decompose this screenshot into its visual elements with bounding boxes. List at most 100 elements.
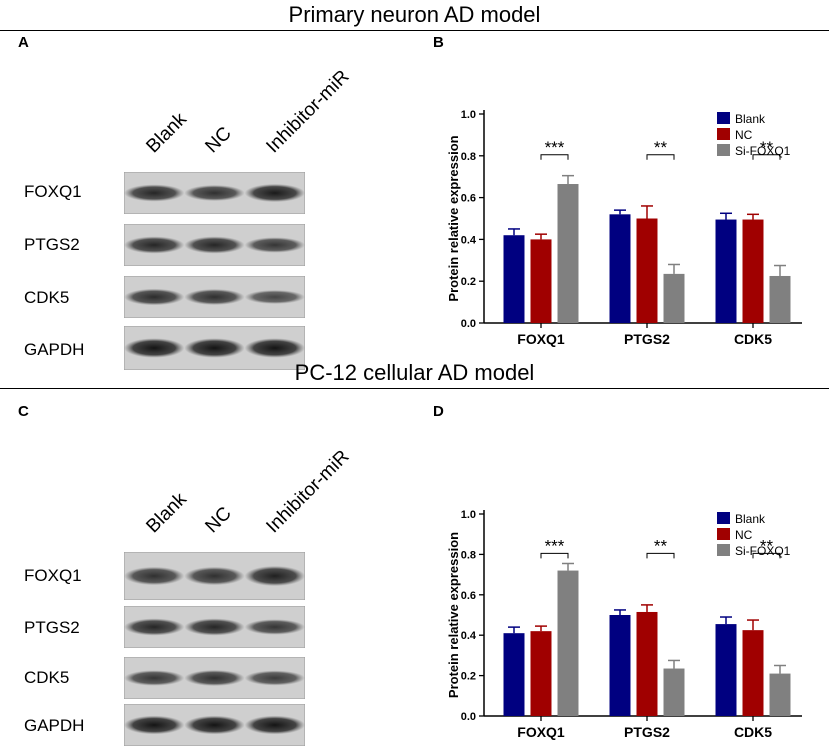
bar-nc-foxq1 [530, 631, 552, 716]
y-tick-label: 0.6 [461, 590, 476, 602]
panel-letter-b: B [433, 34, 444, 51]
bar-si-foxq1-foxq1 [557, 184, 579, 323]
blot-c-lane-label-blank: Blank [142, 488, 191, 538]
blot-band [184, 236, 245, 254]
blot-band [184, 669, 245, 687]
blot-c-strip-foxq1 [124, 552, 305, 600]
significance-label: ** [654, 138, 668, 157]
bar-blank-cdk5 [715, 624, 737, 716]
y-tick-label: 0.2 [461, 671, 476, 683]
bar-nc-ptgs2 [636, 611, 658, 716]
section-title-pc12: PC-12 cellular AD model [294, 360, 535, 385]
bar-si-foxq1-ptgs2 [663, 273, 685, 323]
x-tick-label: PTGS2 [624, 724, 670, 740]
legend-label: Blank [735, 512, 766, 526]
y-tick-label: 0.4 [461, 234, 477, 246]
x-tick-label: FOXQ1 [517, 724, 565, 740]
blot-a-row-label-cdk5: CDK5 [24, 288, 70, 307]
bar-chart-b: Protein relative expression 0.0 0.2 0.4 0.6 0… [446, 109, 802, 347]
blot-band [244, 183, 305, 203]
y-tick-label: 1.0 [461, 509, 476, 521]
blot-band [184, 566, 245, 586]
blot-band [124, 566, 185, 586]
x-tick-label: CDK5 [734, 331, 772, 347]
y-tick-label: 0.0 [461, 318, 476, 330]
blot-band [124, 184, 185, 202]
section-title-primary-neuron: Primary neuron AD model [288, 2, 541, 27]
y-tick-label: 0.4 [461, 630, 477, 642]
bar-chart-d: Protein relative expression 0.0 0.2 0.4 0.6 0… [446, 509, 802, 740]
blot-band [124, 236, 185, 254]
blot-c-strip-cdk5 [124, 657, 305, 699]
bar-blank-cdk5 [715, 219, 737, 323]
x-tick-label: FOXQ1 [517, 331, 565, 347]
blot-c-row-label-gapdh: GAPDH [24, 716, 85, 735]
legend-label: NC [735, 128, 753, 142]
blot-a-row-label-ptgs2: PTGS2 [24, 235, 80, 254]
significance-bracket [752, 552, 781, 559]
blot-c-strip-ptgs2 [124, 606, 305, 648]
bar-blank-foxq1 [503, 633, 525, 716]
legend-label: Blank [735, 112, 766, 126]
bar-blank-ptgs2 [609, 214, 631, 323]
y-axis-label: Protein relative expression [446, 532, 461, 698]
legend-swatch [717, 528, 730, 540]
y-tick-label: 1.0 [461, 109, 476, 121]
significance-bracket [646, 154, 675, 160]
blot-band [184, 184, 245, 202]
bar-blank-foxq1 [503, 235, 525, 323]
y-tick-label: 0.6 [461, 193, 476, 205]
significance-label: *** [545, 536, 565, 555]
bar-nc-foxq1 [530, 239, 552, 323]
significance-bracket [752, 154, 781, 160]
legend-label: Si-FOXQ1 [735, 544, 791, 558]
y-tick-label: 0.8 [461, 549, 476, 561]
blot-a-strip-cdk5 [124, 276, 305, 318]
bar-si-foxq1-foxq1 [557, 570, 579, 716]
blot-a-row-label-foxq1: FOXQ1 [24, 182, 82, 201]
bar-si-foxq1-cdk5 [769, 673, 791, 716]
y-axis-label: Protein relative expression [446, 135, 461, 301]
significance-label: ** [654, 536, 668, 555]
blot-band [124, 338, 185, 358]
legend-swatch [717, 112, 730, 124]
blot-a-strip-foxq1 [124, 172, 305, 214]
bar-blank-ptgs2 [609, 615, 631, 716]
blot-a-strip-ptgs2 [124, 224, 305, 266]
blot-a-lane-label-blank: Blank [142, 108, 191, 158]
bar-si-foxq1-ptgs2 [663, 668, 685, 716]
significance-label: ** [760, 138, 774, 157]
bar-nc-ptgs2 [636, 218, 658, 323]
y-tick-label: 0.8 [461, 151, 476, 163]
bar-nc-cdk5 [742, 219, 764, 323]
blot-c-strip-gapdh [124, 704, 305, 746]
blot-c-lane-label-inhibitor: Inhibitor-miR [262, 446, 354, 538]
blot-band [184, 715, 245, 735]
blot-band [124, 288, 185, 306]
blot-band [244, 290, 305, 304]
bar-nc-cdk5 [742, 630, 764, 716]
blot-band [124, 715, 185, 735]
blot-band [244, 338, 305, 358]
x-tick-label: CDK5 [734, 724, 772, 740]
legend-label: NC [735, 528, 753, 542]
y-tick-label: 0.0 [461, 711, 476, 723]
blot-c-row-label-cdk5: CDK5 [24, 668, 70, 687]
y-tick-label: 0.2 [461, 276, 476, 288]
x-tick-label: PTGS2 [624, 331, 670, 347]
significance-label: *** [545, 138, 565, 157]
significance-bracket [540, 552, 569, 559]
section-divider-top [0, 30, 829, 31]
blot-band [244, 715, 305, 735]
legend-swatch [717, 544, 730, 556]
blot-c-row-label-foxq1: FOXQ1 [24, 566, 82, 585]
blot-band [184, 618, 245, 636]
blot-band [244, 565, 305, 587]
blot-band [244, 670, 305, 686]
significance-bracket [540, 154, 569, 160]
blot-c-lane-label-nc: NC [201, 503, 236, 538]
legend-swatch [717, 512, 730, 524]
blot-a-lane-label-nc: NC [201, 123, 236, 158]
blot-band [124, 618, 185, 636]
blot-band [184, 288, 245, 306]
